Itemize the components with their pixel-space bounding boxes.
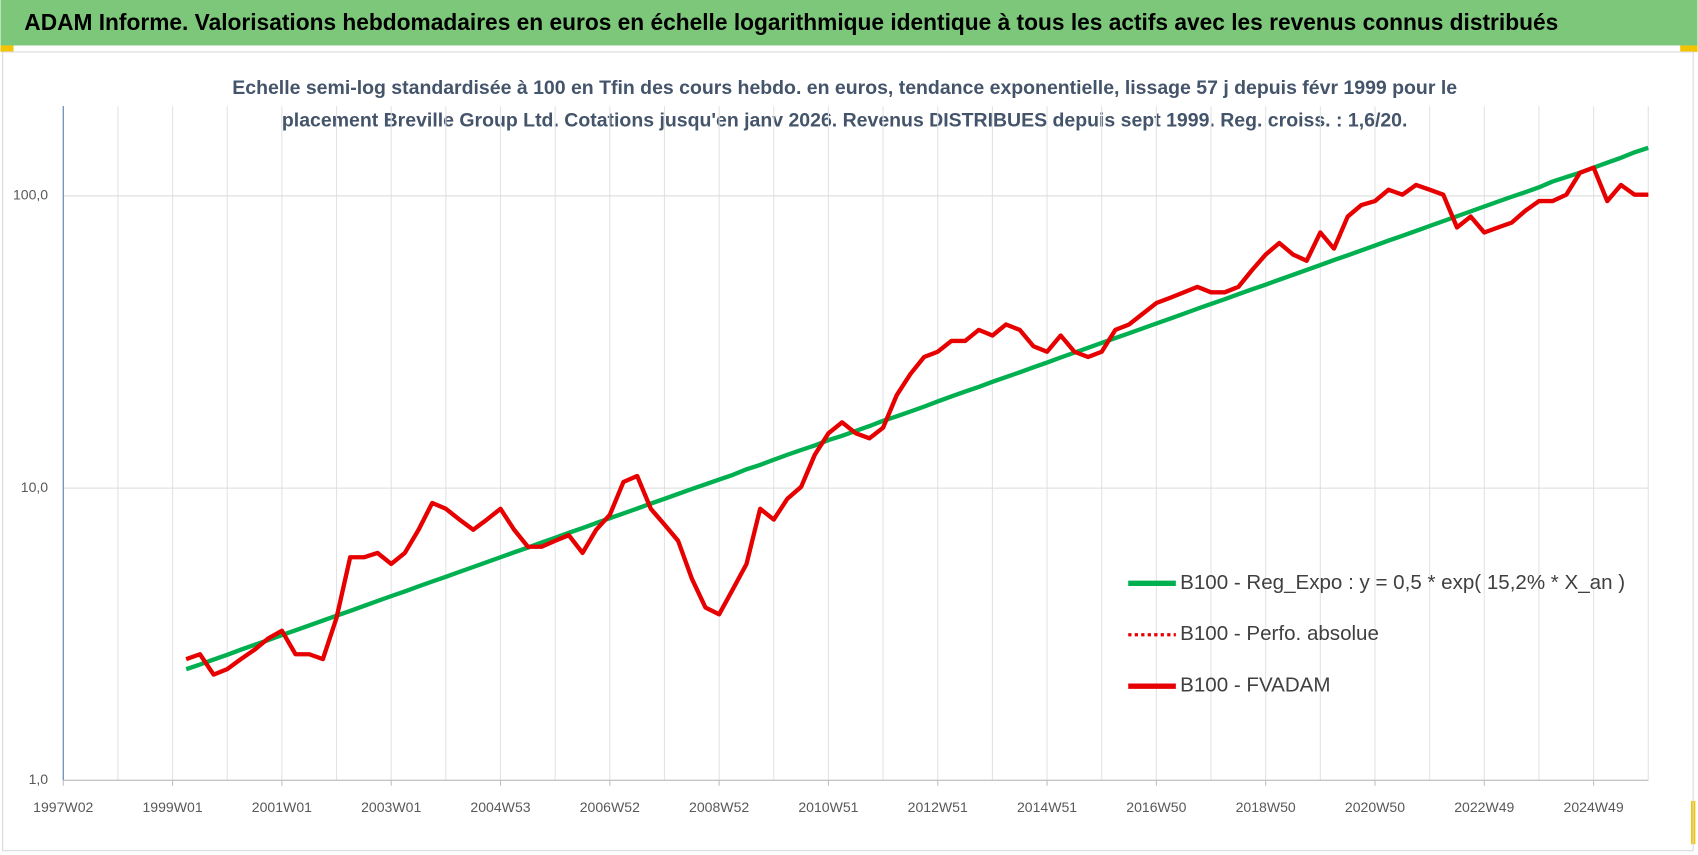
frame [2,51,1694,852]
y-tick-label: 10,0 [21,479,49,495]
series-line [185,165,1649,677]
header-title: ADAM Informe. Valorisations hebdomadaire… [24,9,1558,35]
x-tick-label: 1999W01 [143,799,203,815]
x-tick-label: 2020W50 [1345,799,1405,815]
x-tick-label: 1997W02 [33,799,93,815]
x-tick-label: 2001W01 [252,799,312,815]
corner [1680,45,1698,52]
x-tick-label: 2024W49 [1564,799,1624,815]
y-tick-label: 100,0 [13,187,48,203]
x-tick-label: 2008W52 [689,799,749,815]
x-tick-label: 2010W51 [798,799,858,815]
corner [0,45,14,52]
x-tick-label: 2022W49 [1454,799,1514,815]
grid [62,106,1649,786]
y-tick-label: 1,0 [29,771,49,787]
chart-title: placement Breville Group Ltd. Cotations … [282,109,1408,131]
x-tick-label: 2003W01 [361,799,421,815]
header-bar [0,0,1698,46]
x-tick-label: 2014W51 [1017,799,1077,815]
legend-label: B100 - Perfo. absolue [1180,622,1379,645]
x-tick-label: 2016W50 [1126,799,1186,815]
legend-label: B100 - Reg_Expo : y = 0,5 * exp( 15,2% *… [1180,571,1625,594]
x-tick-label: 2018W50 [1236,799,1296,815]
x-tick-label: 2006W52 [580,799,640,815]
x-tick-label: 2012W51 [908,799,968,815]
legend-label: B100 - FVADAM [1180,674,1330,697]
plot [185,145,1649,677]
series-line [185,145,1649,672]
x-tick-label: 2004W53 [470,799,530,815]
chart-title: Echelle semi-log standardisée à 100 en T… [232,77,1457,99]
